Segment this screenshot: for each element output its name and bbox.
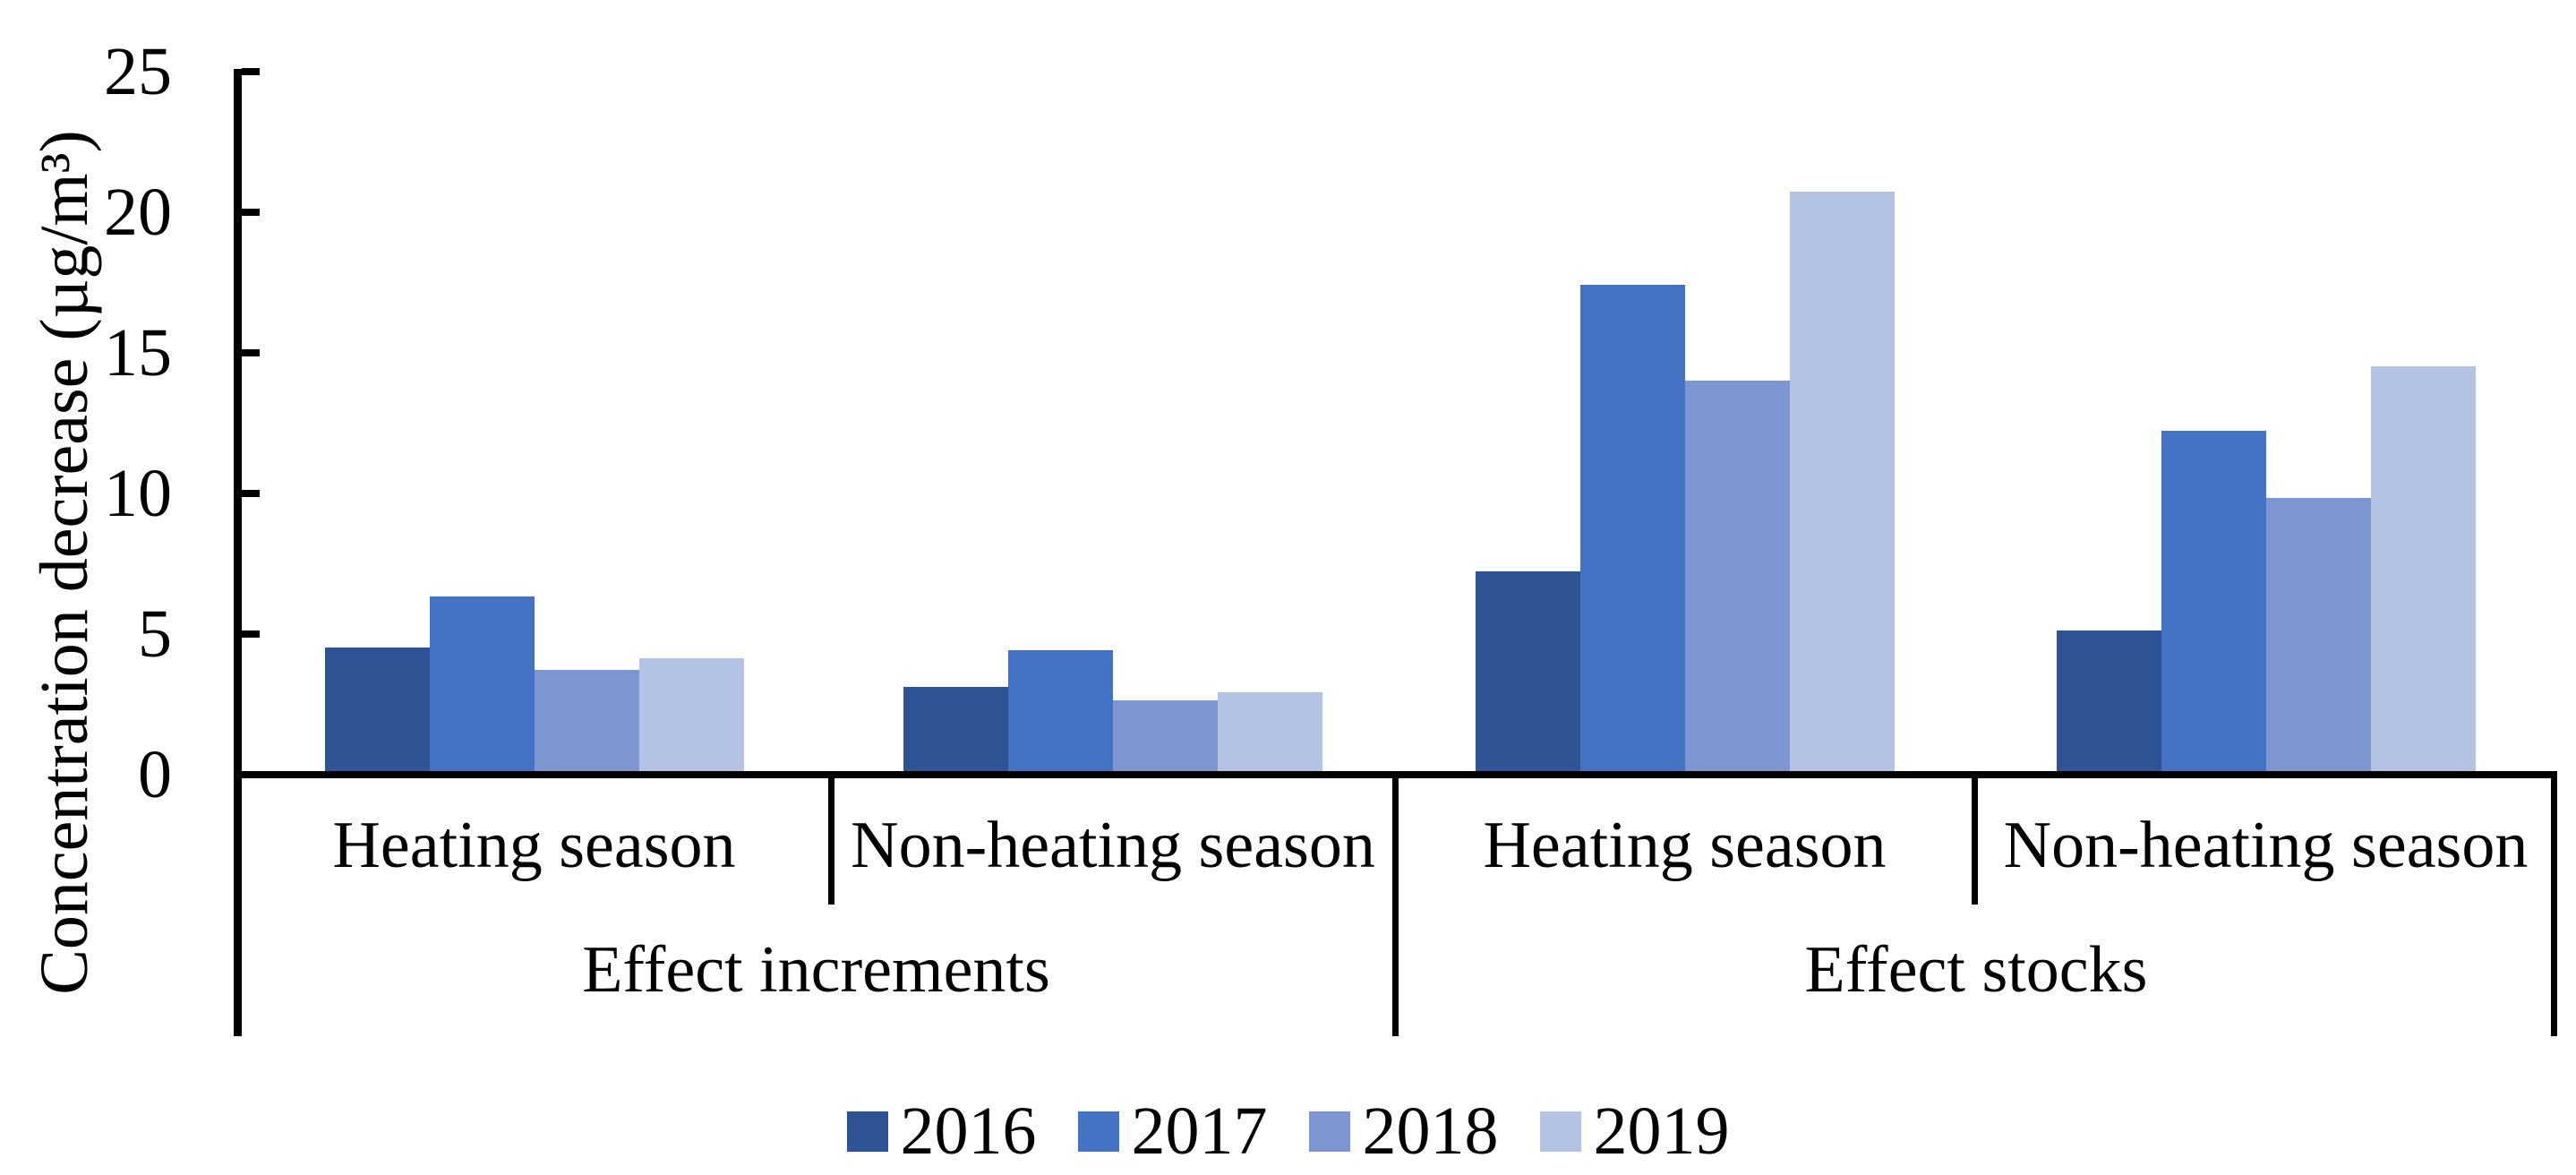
y-tick-label-20: 20 [104, 175, 172, 250]
y-tick-label-25: 25 [104, 34, 172, 109]
y-tick-mark-5 [242, 630, 260, 638]
legend-item-2016: 2016 [846, 1094, 1037, 1169]
legend-swatch-2017 [1077, 1111, 1119, 1152]
y-tick-mark-15 [242, 349, 260, 356]
y-tick-label-15: 15 [104, 315, 172, 390]
bar-2018-group-3 [1684, 381, 1790, 771]
bar-2017-group-2 [1008, 650, 1113, 771]
x-axis-line [234, 771, 2557, 778]
bar-2016-group-1 [324, 648, 430, 771]
bar-2016-group-2 [903, 687, 1008, 771]
bar-2016-group-4 [2056, 630, 2161, 771]
bar-2018-group-2 [1113, 700, 1218, 771]
bar-group-1 [237, 596, 831, 771]
bar-2019-group-1 [638, 658, 744, 771]
category-label-3: Heating season [1483, 808, 1887, 882]
legend-label-2017: 2017 [1131, 1094, 1268, 1169]
category-divider-increments [828, 778, 834, 905]
legend-label-2016: 2016 [900, 1094, 1037, 1169]
group-label-1: Effect increments [582, 933, 1050, 1007]
bar-2016-group-3 [1475, 571, 1580, 771]
legend-label-2019: 2019 [1593, 1094, 1730, 1169]
legend-swatch-2018 [1308, 1111, 1350, 1152]
bar-2018-group-4 [2265, 498, 2371, 771]
y-tick-label-5: 5 [138, 596, 172, 672]
legend-swatch-2016 [846, 1111, 888, 1152]
y-tick-mark-10 [242, 490, 260, 497]
legend: 2016 2017 2018 2019 [0, 1094, 2576, 1169]
y-tick-label-10: 10 [104, 456, 172, 531]
bar-group-3 [1395, 192, 1974, 771]
y-tick-mark-20 [242, 209, 260, 216]
legend-swatch-2019 [1539, 1111, 1581, 1152]
bar-group-4 [1974, 366, 2557, 771]
category-label-2: Non-heating season [851, 808, 1375, 882]
bar-2018-group-1 [534, 670, 639, 771]
category-divider-stocks [1972, 778, 1978, 905]
category-label-4: Non-heating season [2003, 808, 2529, 882]
category-label-1: Heating season [332, 808, 736, 882]
legend-label-2018: 2018 [1362, 1094, 1499, 1169]
bar-2019-group-2 [1218, 692, 1322, 771]
y-axis-line [234, 69, 242, 1036]
legend-item-2019: 2019 [1539, 1094, 1730, 1169]
bar-2019-group-3 [1789, 192, 1895, 771]
y-tick-label-0: 0 [138, 737, 172, 812]
legend-item-2018: 2018 [1308, 1094, 1499, 1169]
axis-right-boundary [2551, 778, 2557, 1036]
y-tick-mark-25 [242, 68, 260, 75]
bar-2017-group-3 [1579, 285, 1685, 771]
bar-group-2 [831, 650, 1395, 771]
bar-2017-group-4 [2161, 431, 2266, 771]
bar-2017-group-1 [429, 596, 535, 771]
group-label-2: Effect stocks [1804, 933, 2148, 1007]
group-divider-major [1392, 778, 1399, 1036]
bar-2019-group-4 [2370, 366, 2476, 771]
legend-item-2017: 2017 [1077, 1094, 1268, 1169]
